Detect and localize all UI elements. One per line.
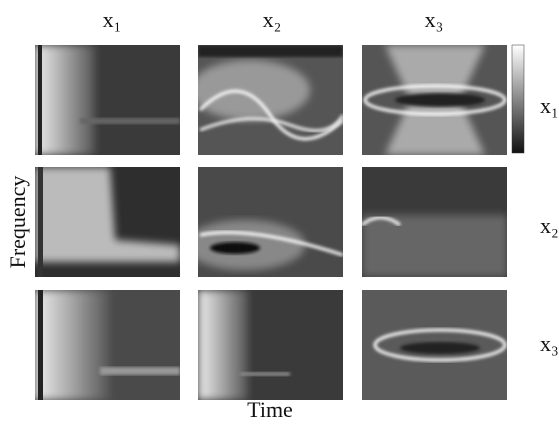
figure: x₁ x₂ x₃ [0, 0, 559, 425]
heatmap [362, 167, 507, 277]
row-label: x₂ [540, 213, 559, 238]
x-axis-label: Time [247, 397, 293, 422]
heatmap [190, 45, 343, 155]
y-axis-label: Frequency [5, 176, 30, 269]
column-label: x₂ [263, 7, 282, 32]
row-label: x₃ [540, 331, 559, 356]
heatmap [35, 290, 180, 400]
heatmap [185, 167, 343, 277]
row-label: x₁ [540, 93, 559, 118]
heatmap [362, 290, 507, 400]
column-label: x₁ [103, 7, 122, 32]
heatmap [35, 45, 180, 155]
heatmap [35, 167, 180, 277]
column-label: x₃ [425, 7, 444, 32]
heatmap [362, 45, 507, 155]
colorbar [512, 45, 524, 153]
heatmap [198, 290, 343, 400]
